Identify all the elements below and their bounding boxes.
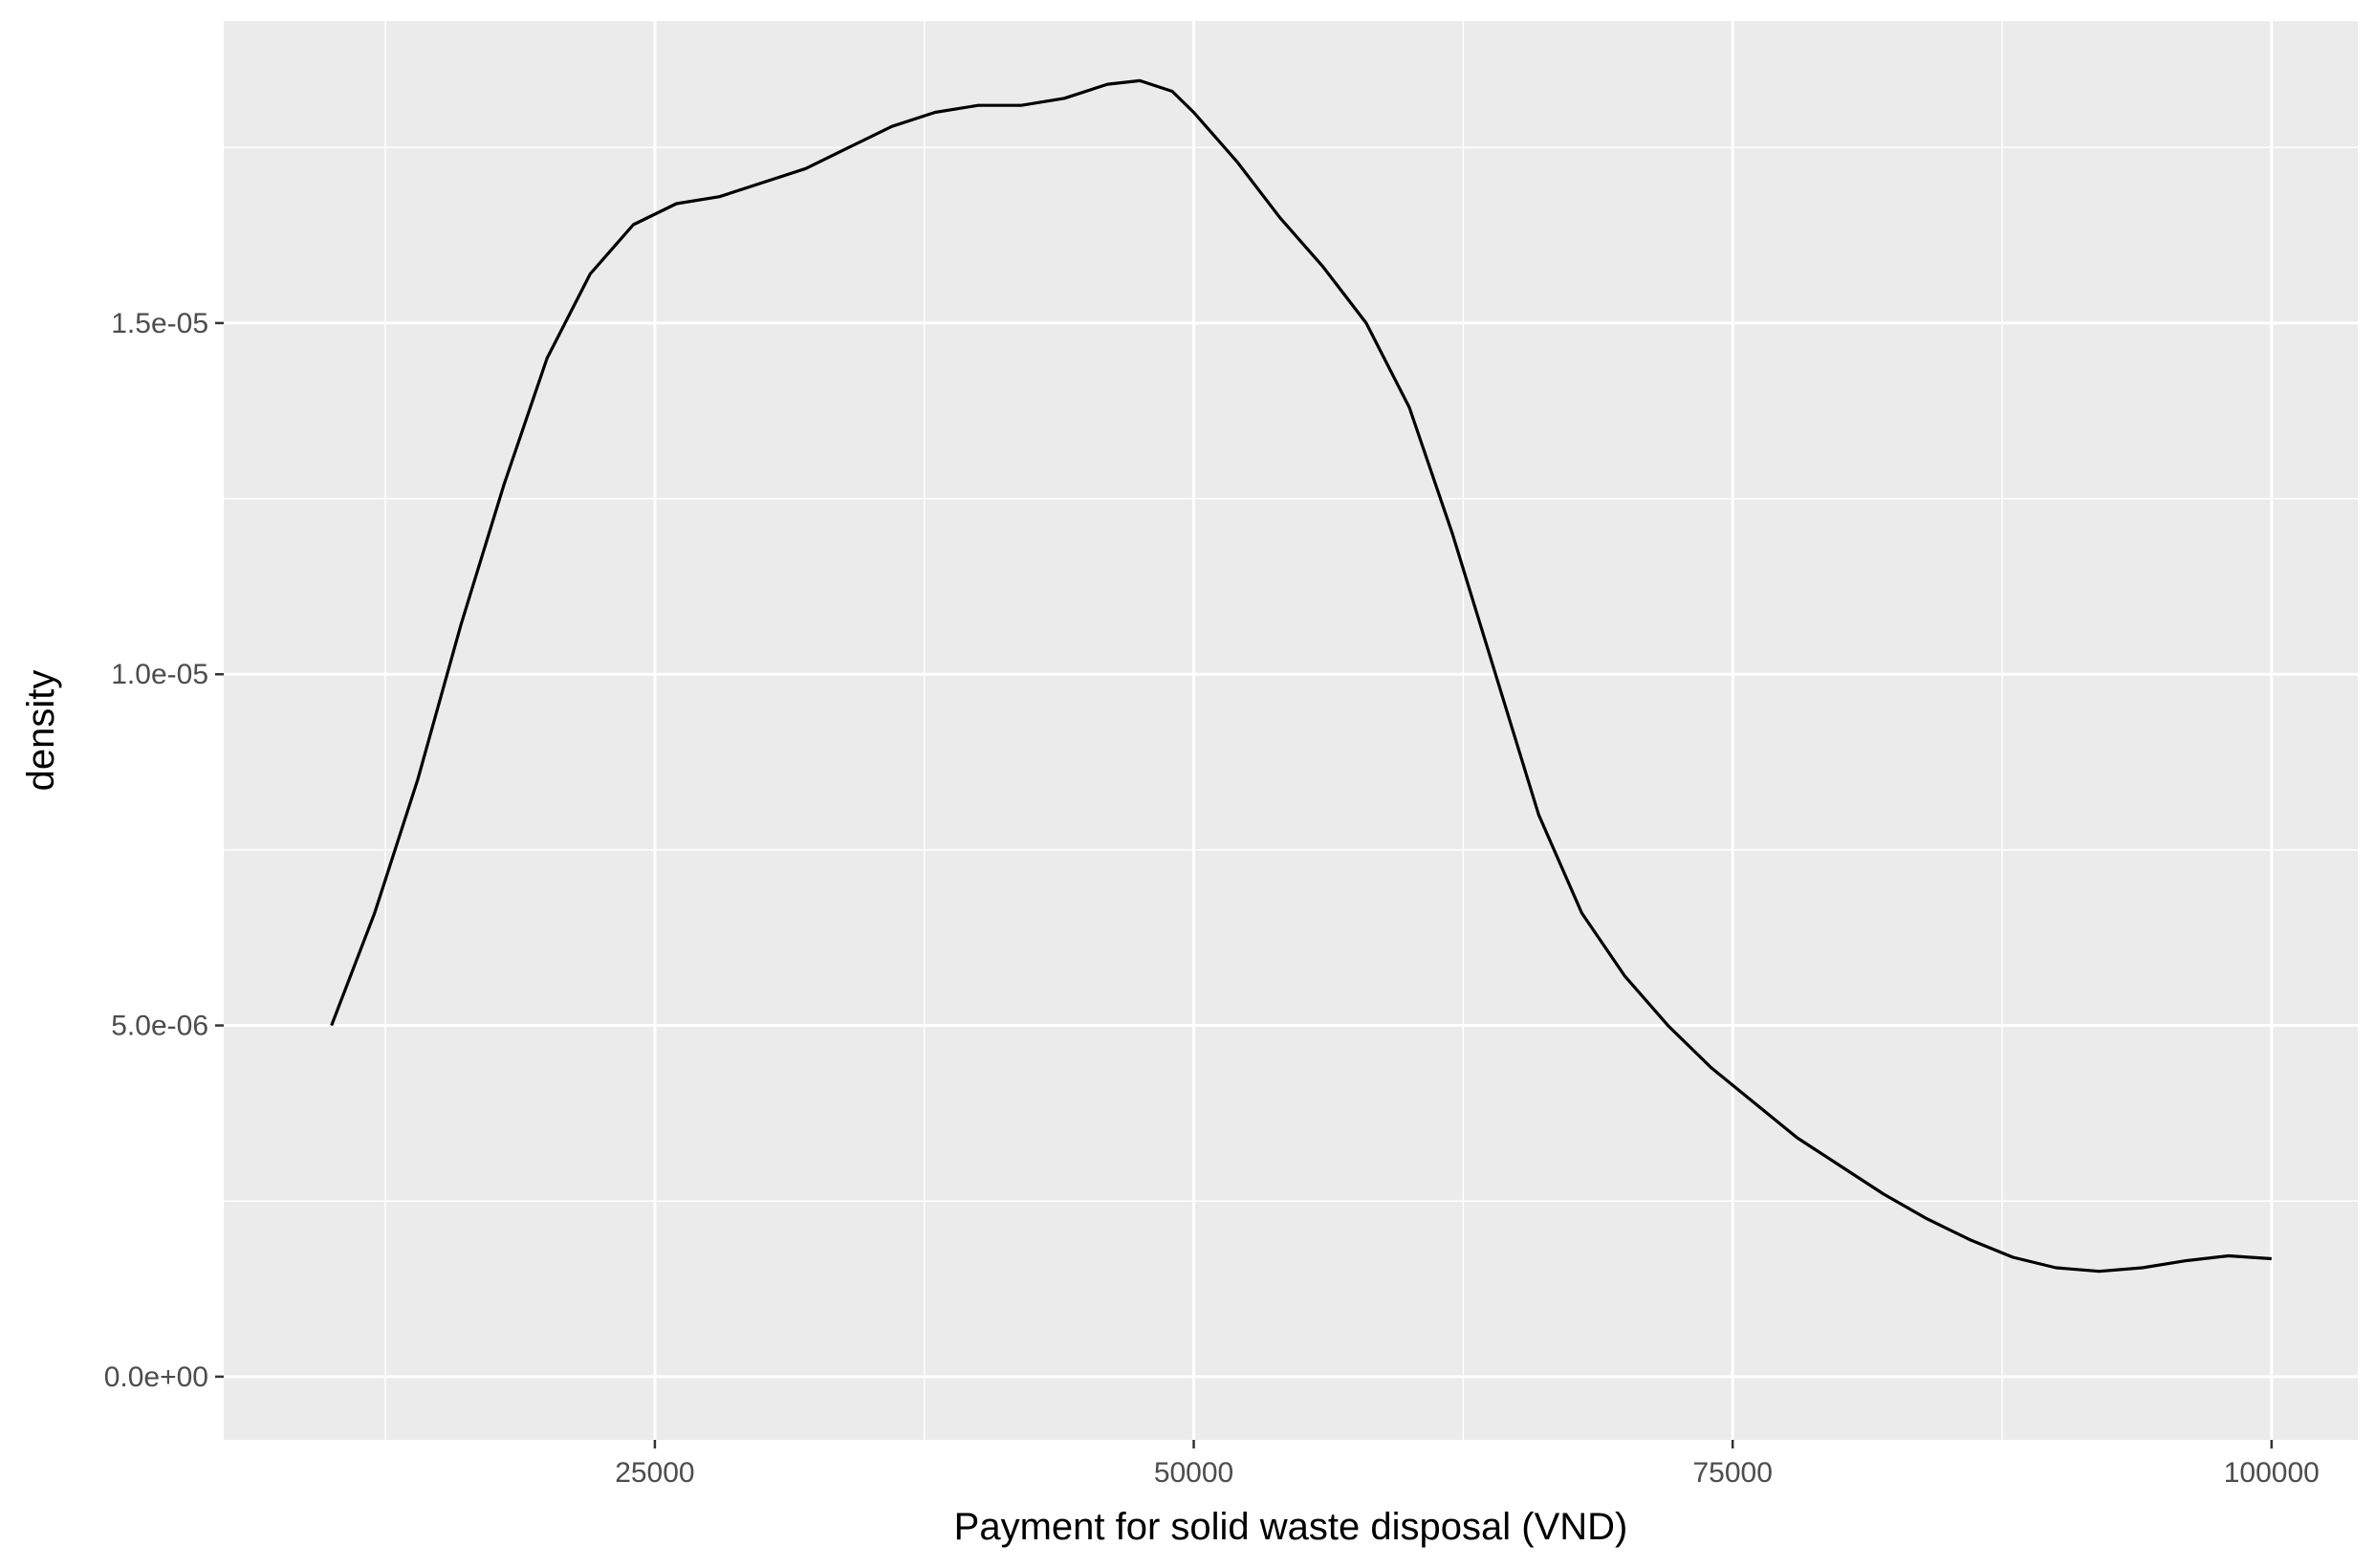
x-tick-label: 50000 bbox=[1154, 1457, 1233, 1489]
y-tick-label: 5.0e-06 bbox=[111, 1011, 208, 1042]
y-tick-label: 1.0e-05 bbox=[111, 659, 208, 690]
y-axis: 0.0e+00 5.0e-06 1.0e-05 1.5e-05 bbox=[104, 308, 224, 1393]
major-gridlines bbox=[224, 21, 2358, 1440]
density-curve bbox=[330, 78, 2272, 1274]
x-tick-label: 100000 bbox=[2224, 1457, 2320, 1489]
minor-gridlines bbox=[224, 21, 2358, 1440]
y-tick-label: 0.0e+00 bbox=[104, 1361, 208, 1393]
y-tick-label: 1.5e-05 bbox=[111, 308, 208, 339]
x-tick-label: 75000 bbox=[1692, 1457, 1772, 1489]
plot-panel bbox=[224, 21, 2358, 1440]
density-curve-layer bbox=[330, 78, 2272, 1274]
x-tick-label: 25000 bbox=[615, 1457, 694, 1489]
x-axis-title: Payment for solid waste disposal (VND) bbox=[954, 1506, 1628, 1548]
x-axis: 25000 50000 75000 100000 bbox=[615, 1440, 2320, 1489]
y-axis-title: density bbox=[20, 670, 62, 792]
